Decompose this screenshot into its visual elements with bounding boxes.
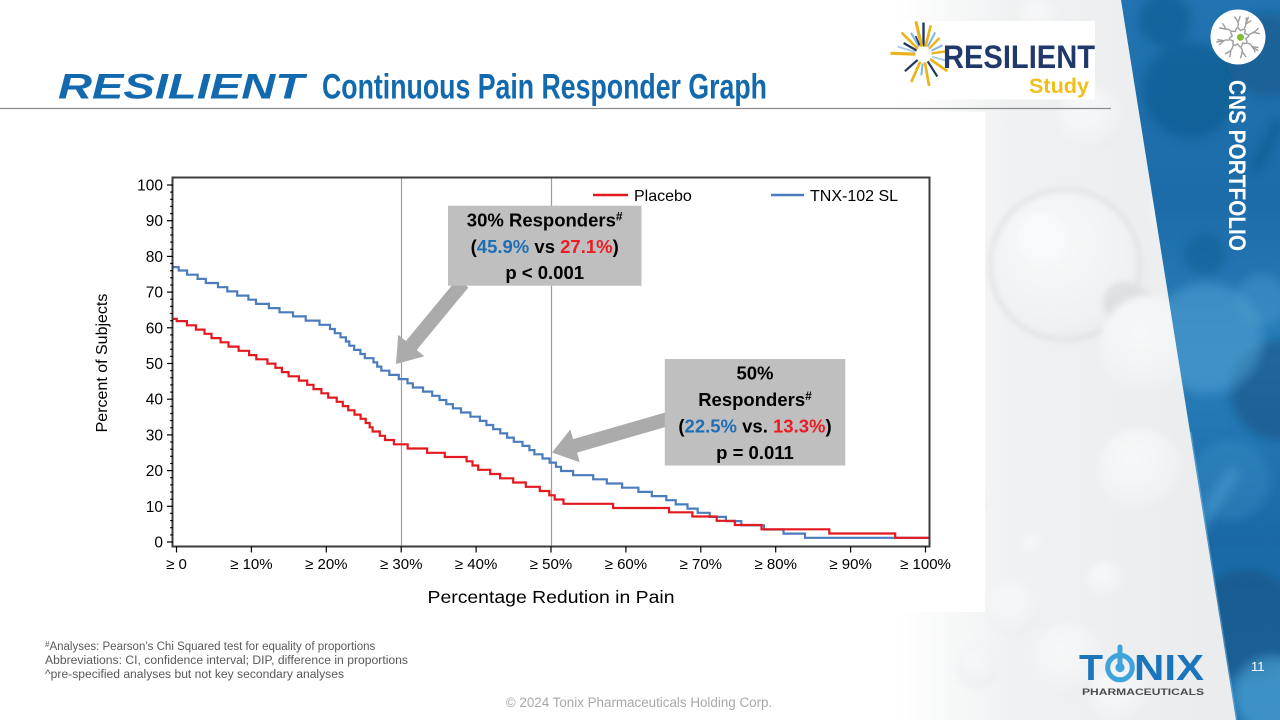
svg-text:≥ 80%: ≥ 80% (754, 556, 796, 573)
svg-text:≥ 90%: ≥ 90% (829, 556, 871, 573)
svg-text:11: 11 (1251, 659, 1265, 674)
svg-text:30: 30 (146, 427, 164, 444)
svg-text:≥ 20%: ≥ 20% (305, 556, 347, 573)
svg-text:10: 10 (146, 499, 164, 516)
svg-text:100: 100 (137, 178, 163, 195)
svg-text:60: 60 (146, 320, 164, 337)
svg-text:≥ 30%: ≥ 30% (380, 556, 422, 573)
svg-text:Study: Study (1029, 75, 1089, 98)
svg-text:CNS PORTFOLIO: CNS PORTFOLIO (1223, 80, 1250, 251)
svg-text:50%: 50% (736, 363, 773, 384)
svg-text:50: 50 (146, 356, 164, 373)
svg-text:≥ 70%: ≥ 70% (680, 556, 722, 573)
svg-text:90: 90 (146, 213, 164, 230)
svg-text:Placebo: Placebo (634, 188, 692, 205)
svg-text:70: 70 (146, 285, 164, 302)
svg-text:≥ 40%: ≥ 40% (455, 556, 497, 573)
svg-text:NIX: NIX (1134, 647, 1204, 688)
svg-text:Percent of Subjects: Percent of Subjects (94, 294, 111, 433)
svg-text:20: 20 (146, 463, 164, 480)
svg-text:Percentage Redution in Pain: Percentage Redution in Pain (428, 587, 675, 607)
svg-text:(45.9% vs 27.1%): (45.9% vs 27.1%) (471, 236, 619, 257)
svg-text:RESILIENT: RESILIENT (943, 39, 1095, 75)
svg-text:© 2024 Tonix Pharmaceuticals: © 2024 Tonix Pharmaceuticals Holding Cor… (506, 695, 772, 710)
svg-text:≥ 60%: ≥ 60% (605, 556, 647, 573)
svg-text:≥ 0: ≥ 0 (166, 556, 187, 573)
svg-text:PHARMACEUTICALS: PHARMACEUTICALS (1082, 687, 1204, 698)
svg-text:p = 0.011: p = 0.011 (716, 442, 794, 463)
svg-text:≥ 50%: ≥ 50% (530, 556, 572, 573)
svg-text:(22.5% vs. 13.3%): (22.5% vs. 13.3%) (678, 416, 831, 437)
svg-text:TNX-102 SL: TNX-102 SL (810, 188, 898, 205)
svg-text:Abbreviations: CI, confidence: Abbreviations: CI, confidence interval; … (45, 655, 408, 667)
svg-text:≥ 10%: ≥ 10% (230, 556, 272, 573)
svg-text:Continuous Pain Responder Grap: Continuous Pain Responder Graph (322, 68, 767, 107)
svg-text:^pre-specified analyses but no: ^pre-specified analyses but not key seco… (45, 669, 344, 681)
svg-text:Responders#: Responders# (698, 389, 812, 410)
svg-text:T: T (1079, 647, 1103, 688)
svg-text:0: 0 (154, 535, 163, 552)
svg-text:≥ 100%: ≥ 100% (900, 556, 951, 573)
svg-text:RESILIENT: RESILIENT (58, 68, 308, 107)
svg-text:30% Responders#: 30% Responders# (467, 210, 623, 231)
svg-text:80: 80 (146, 249, 164, 266)
svg-text:p < 0.001: p < 0.001 (505, 262, 584, 283)
svg-text:#Analyses: Pearson’s Chi Squar: #Analyses: Pearson’s Chi Squared test fo… (45, 640, 376, 653)
svg-text:40: 40 (146, 392, 164, 409)
